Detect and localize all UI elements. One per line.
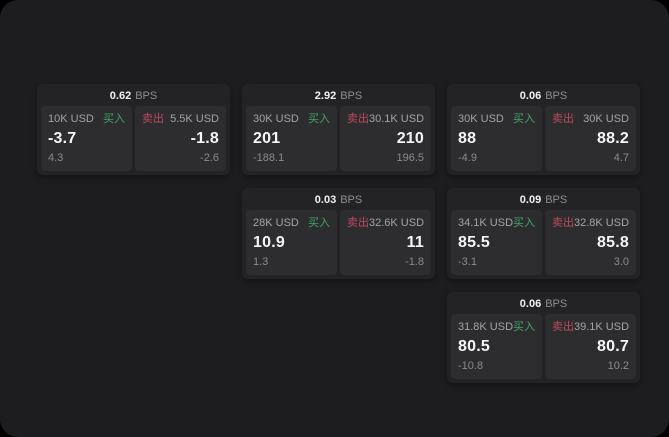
- buy-panel[interactable]: 31.8K USD 买入 80.5 -10.8: [451, 314, 542, 379]
- bps-header: 0.09 BPS: [451, 192, 636, 209]
- sell-price: -1.8: [190, 130, 219, 147]
- quote-card: 0.09 BPS 34.1K USD 买入 85.5 -3.1 卖出 32.8K…: [447, 188, 640, 279]
- buy-delta: 4.3: [48, 152, 64, 164]
- sell-price: 210: [396, 130, 424, 147]
- sell-delta: -1.8: [405, 256, 424, 268]
- buy-label: 买入: [103, 113, 125, 125]
- sell-label: 卖出: [552, 113, 574, 125]
- buy-amount: 34.1K USD: [458, 217, 514, 229]
- buy-delta: -3.1: [458, 256, 477, 268]
- sell-amount: 5.5K USD: [170, 113, 219, 125]
- bps-header: 0.06 BPS: [451, 88, 636, 105]
- sell-amount: 39.1K USD: [574, 321, 630, 333]
- buy-delta: -188.1: [253, 152, 285, 164]
- bps-value: 0.06: [519, 90, 542, 102]
- sell-delta: 4.7: [613, 152, 629, 164]
- bps-unit-label: BPS: [340, 194, 363, 206]
- sell-amount: 30.1K USD: [369, 113, 425, 125]
- quote-card: 0.06 BPS 30K USD 买入 88 -4.9 卖出 30K USD: [447, 84, 640, 175]
- sell-delta: 3.0: [613, 256, 629, 268]
- bps-unit-label: BPS: [545, 298, 568, 310]
- quote-card: 0.06 BPS 31.8K USD 买入 80.5 -10.8 卖出 39.1…: [447, 292, 640, 383]
- sell-amount: 30K USD: [583, 113, 629, 125]
- sell-delta: 196.5: [396, 152, 424, 164]
- sell-label: 卖出: [142, 113, 164, 125]
- bps-header: 2.92 BPS: [246, 88, 431, 105]
- bps-header: 0.03 BPS: [246, 192, 431, 209]
- sell-label: 卖出: [347, 113, 369, 125]
- sell-label: 卖出: [347, 217, 369, 229]
- buy-panel[interactable]: 28K USD 买入 10.9 1.3: [246, 210, 337, 275]
- buy-panel[interactable]: 34.1K USD 买入 85.5 -3.1: [451, 210, 542, 275]
- buy-delta: -4.9: [458, 152, 477, 164]
- buy-price: 10.9: [253, 234, 285, 251]
- buy-amount: 31.8K USD: [458, 321, 514, 333]
- buy-amount: 30K USD: [253, 113, 299, 125]
- bps-unit-label: BPS: [340, 90, 363, 102]
- buy-amount: 30K USD: [458, 113, 504, 125]
- buy-label: 买入: [513, 113, 535, 125]
- buy-price: 80.5: [458, 338, 490, 355]
- sell-panel[interactable]: 卖出 5.5K USD -1.8 -2.6: [135, 106, 226, 171]
- quote-card: 0.62 BPS 10K USD 买入 -3.7 4.3 卖出 5.5K USD: [37, 84, 230, 175]
- buy-price: 88: [458, 130, 477, 147]
- sell-panel[interactable]: 卖出 32.8K USD 85.8 3.0: [545, 210, 636, 275]
- bps-value: 0.09: [519, 194, 542, 206]
- buy-delta: -10.8: [458, 360, 484, 372]
- bps-value: 2.92: [314, 90, 337, 102]
- sell-label: 卖出: [552, 217, 574, 229]
- bps-value: 0.03: [314, 194, 337, 206]
- buy-delta: 1.3: [253, 256, 269, 268]
- bps-header: 0.06 BPS: [451, 296, 636, 313]
- bps-value: 0.06: [519, 298, 542, 310]
- buy-label: 买入: [513, 321, 536, 333]
- sell-amount: 32.6K USD: [369, 217, 425, 229]
- bps-unit-label: BPS: [545, 90, 568, 102]
- buy-price: 85.5: [458, 234, 490, 251]
- quote-card: 0.03 BPS 28K USD 买入 10.9 1.3 卖出 32.6K US…: [242, 188, 435, 279]
- bps-header: 0.62 BPS: [41, 88, 226, 105]
- sell-price: 88.2: [597, 130, 629, 147]
- buy-amount: 10K USD: [48, 113, 94, 125]
- sell-price: 80.7: [597, 338, 629, 355]
- quote-card: 2.92 BPS 30K USD 买入 201 -188.1 卖出 30.1K …: [242, 84, 435, 175]
- sell-panel[interactable]: 卖出 30.1K USD 210 196.5: [340, 106, 431, 171]
- sell-amount: 32.8K USD: [574, 217, 630, 229]
- sell-price: 11: [406, 234, 424, 251]
- buy-label: 买入: [308, 113, 330, 125]
- buy-panel[interactable]: 10K USD 买入 -3.7 4.3: [41, 106, 132, 171]
- buy-price: -3.7: [48, 130, 77, 147]
- sell-panel[interactable]: 卖出 30K USD 88.2 4.7: [545, 106, 636, 171]
- sell-panel[interactable]: 卖出 39.1K USD 80.7 10.2: [545, 314, 636, 379]
- sell-delta: 10.2: [607, 360, 629, 372]
- buy-panel[interactable]: 30K USD 买入 201 -188.1: [246, 106, 337, 171]
- sell-delta: -2.6: [200, 152, 219, 164]
- sell-label: 卖出: [552, 321, 574, 333]
- buy-panel[interactable]: 30K USD 买入 88 -4.9: [451, 106, 542, 171]
- buy-amount: 28K USD: [253, 217, 299, 229]
- buy-label: 买入: [513, 217, 536, 229]
- buy-price: 201: [253, 130, 281, 147]
- sell-price: 85.8: [597, 234, 629, 251]
- sell-panel[interactable]: 卖出 32.6K USD 11 -1.8: [340, 210, 431, 275]
- bps-value: 0.62: [109, 90, 132, 102]
- bps-unit-label: BPS: [135, 90, 158, 102]
- quote-cards-grid: 0.62 BPS 10K USD 买入 -3.7 4.3 卖出 5.5K USD: [37, 84, 640, 383]
- buy-label: 买入: [308, 217, 330, 229]
- bps-unit-label: BPS: [545, 194, 568, 206]
